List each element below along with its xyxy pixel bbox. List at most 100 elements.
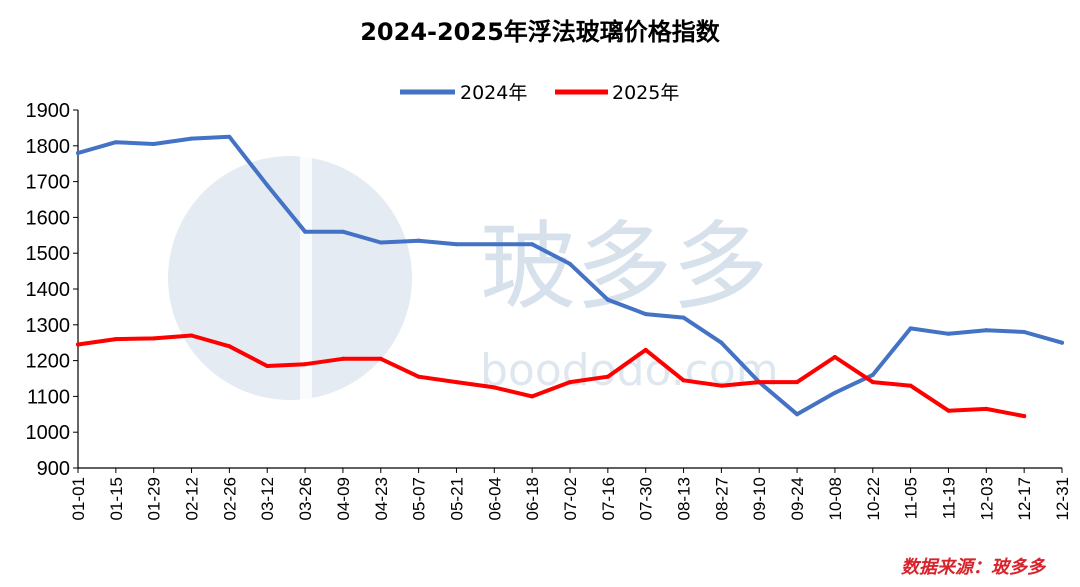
data-point [340, 356, 345, 361]
x-tick-label: 04-23 [372, 477, 391, 520]
data-point [719, 383, 724, 388]
y-tick-label: 900 [37, 458, 70, 480]
data-point [303, 362, 308, 367]
data-point [227, 134, 232, 139]
data-point [492, 242, 497, 247]
data-point [605, 297, 610, 302]
x-tick-label: 01-15 [107, 477, 126, 520]
chart-title: 2024-2025年浮法玻璃价格指数 [360, 18, 721, 46]
x-tick-label: 12-17 [1015, 477, 1034, 520]
x-tick-label: 06-04 [485, 477, 504, 520]
data-point [189, 136, 194, 141]
data-point [454, 242, 459, 247]
x-tick-label: 12-03 [977, 477, 996, 520]
data-point [1022, 414, 1027, 419]
watermark-logo-divider [300, 125, 312, 425]
y-tick-label: 1800 [26, 136, 71, 158]
data-point [530, 242, 535, 247]
data-point [76, 150, 80, 155]
data-point [795, 412, 800, 417]
data-point [643, 347, 648, 352]
x-tick-label: 08-13 [675, 477, 694, 520]
x-tick-label: 04-09 [334, 477, 353, 520]
x-tick-label: 05-07 [410, 477, 429, 520]
x-tick-label: 03-12 [258, 477, 277, 520]
data-point [416, 238, 421, 243]
x-tick-label: 07-02 [561, 477, 580, 520]
y-tick-label: 1600 [26, 207, 71, 229]
data-point [265, 183, 270, 188]
watermark-url: boododo.com [480, 345, 779, 396]
data-point [832, 390, 837, 395]
x-tick-label: 07-16 [599, 477, 618, 520]
data-point [757, 380, 762, 385]
data-point [946, 408, 951, 413]
data-point [681, 378, 686, 383]
x-tick-label: 09-24 [788, 477, 807, 520]
data-point [568, 261, 572, 266]
data-point [870, 372, 875, 377]
data-point [189, 333, 194, 338]
y-tick-label: 1100 [27, 386, 70, 408]
x-ticks: 01-01 01-15 01-29 02-12 02-26 03-12 03-26 04-09… [69, 468, 1072, 520]
x-tick-label: 06-18 [523, 477, 542, 520]
data-point [113, 337, 118, 342]
x-tick-label: 09-10 [750, 477, 769, 520]
data-point [492, 385, 497, 390]
data-point [1022, 329, 1027, 334]
data-point [303, 229, 308, 234]
x-tick-label: 05-21 [447, 477, 466, 520]
x-tick-label: 11-05 [902, 477, 921, 519]
data-point [530, 394, 535, 399]
data-point [76, 342, 80, 347]
y-tick-label: 1700 [26, 172, 71, 194]
data-point [568, 380, 572, 385]
x-tick-label: 01-29 [145, 477, 164, 520]
data-point [908, 383, 913, 388]
x-tick-label: 03-26 [296, 477, 315, 520]
data-point [719, 340, 724, 345]
x-tick-label: 01-01 [69, 477, 88, 520]
data-point [265, 363, 270, 368]
legend-label-2025: 2025年 [612, 82, 679, 104]
data-point [681, 315, 686, 320]
data-point [946, 331, 951, 336]
watermark-logo [168, 156, 412, 400]
x-tick-label: 11-19 [939, 477, 958, 519]
data-point [416, 374, 421, 379]
data-point [908, 326, 913, 331]
series-lines [76, 134, 1064, 419]
y-tick-label: 1200 [26, 351, 71, 373]
data-point [378, 356, 383, 361]
y-ticks: 900 1000 1100 1200 1300 1400 1500 1600 1700 1800 1… [26, 100, 78, 480]
x-tick-label: 08-27 [712, 477, 731, 520]
legend: 2024年 2025年 [400, 82, 679, 104]
data-source: 数据来源：玻多多 [901, 557, 1047, 578]
data-point [832, 355, 837, 360]
x-tick-label: 10-08 [826, 477, 845, 520]
series-line-2025年 [76, 333, 1027, 419]
y-tick-label: 1000 [26, 422, 71, 444]
x-tick-label: 10-22 [864, 477, 883, 520]
data-point [1060, 340, 1064, 345]
data-point [378, 240, 383, 245]
data-point [984, 328, 989, 333]
data-point [227, 344, 232, 349]
y-tick-label: 1500 [26, 243, 71, 265]
data-point [151, 336, 156, 341]
data-point [870, 380, 875, 385]
x-tick-label: 07-30 [637, 477, 656, 520]
data-point [454, 380, 459, 385]
data-point [984, 406, 989, 411]
data-point [605, 374, 610, 379]
y-tick-label: 1300 [26, 315, 71, 337]
data-point [151, 142, 156, 147]
data-point [340, 229, 345, 234]
data-point [795, 380, 800, 385]
y-tick-label: 1900 [26, 100, 71, 122]
data-point [643, 312, 648, 317]
x-tick-label: 02-12 [183, 477, 202, 520]
y-tick-label: 1400 [26, 279, 71, 301]
x-tick-label: 12-31 [1053, 477, 1072, 520]
